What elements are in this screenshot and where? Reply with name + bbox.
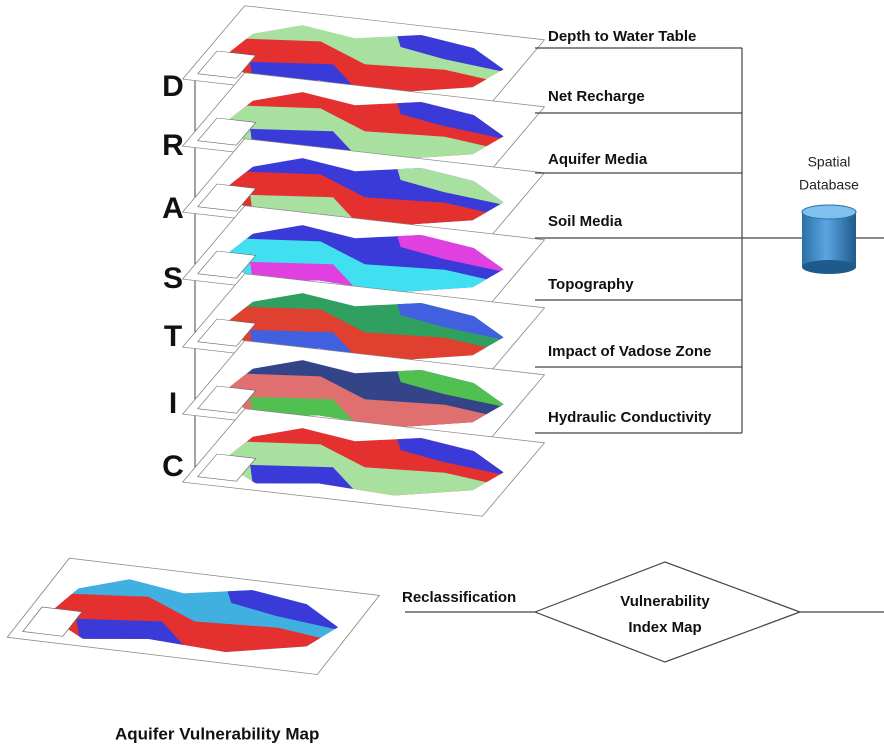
layer-letter: R: [162, 129, 184, 162]
legend-box: [197, 453, 257, 482]
output-label: Index Map: [628, 619, 701, 636]
layer-letter: I: [169, 387, 177, 420]
layer-label: Hydraulic Conductivity: [548, 409, 712, 426]
layer-letter: C: [162, 450, 184, 483]
layer-stack: D Depth to Water Table R Net Recharge A Aquif…: [162, 5, 742, 517]
layer-letter: S: [163, 262, 183, 295]
legend-box: [197, 318, 257, 347]
layer-label: Soil Media: [548, 213, 623, 230]
legend-box: [22, 606, 83, 637]
result-map: [6, 557, 381, 675]
layer-letter: T: [164, 320, 182, 353]
database-label: Database: [799, 177, 859, 193]
legend-box: [197, 250, 257, 279]
process-step: Reclassification: [402, 589, 516, 606]
decision-diamond: [533, 561, 802, 663]
database-icon: [801, 204, 857, 274]
result-caption: Aquifer Vulnerability Map: [115, 724, 319, 743]
legend-box: [197, 385, 257, 414]
layer-letter: A: [162, 192, 184, 225]
legend-box: [197, 183, 257, 212]
legend-box: [197, 117, 257, 146]
output-label: Vulnerability: [620, 593, 710, 610]
map-layer: [6, 557, 381, 675]
layer-label: Net Recharge: [548, 88, 645, 105]
layer-label: Aquifer Media: [548, 151, 648, 168]
layer-label: Depth to Water Table: [548, 28, 696, 45]
database-label: Spatial: [808, 154, 851, 170]
legend-box: [197, 50, 257, 79]
layer-label: Topography: [548, 276, 634, 293]
layer-label: Impact of Vadose Zone: [548, 343, 711, 360]
map-layer: [181, 408, 546, 517]
layer-letter: D: [162, 70, 184, 103]
map-layer: [181, 273, 546, 382]
